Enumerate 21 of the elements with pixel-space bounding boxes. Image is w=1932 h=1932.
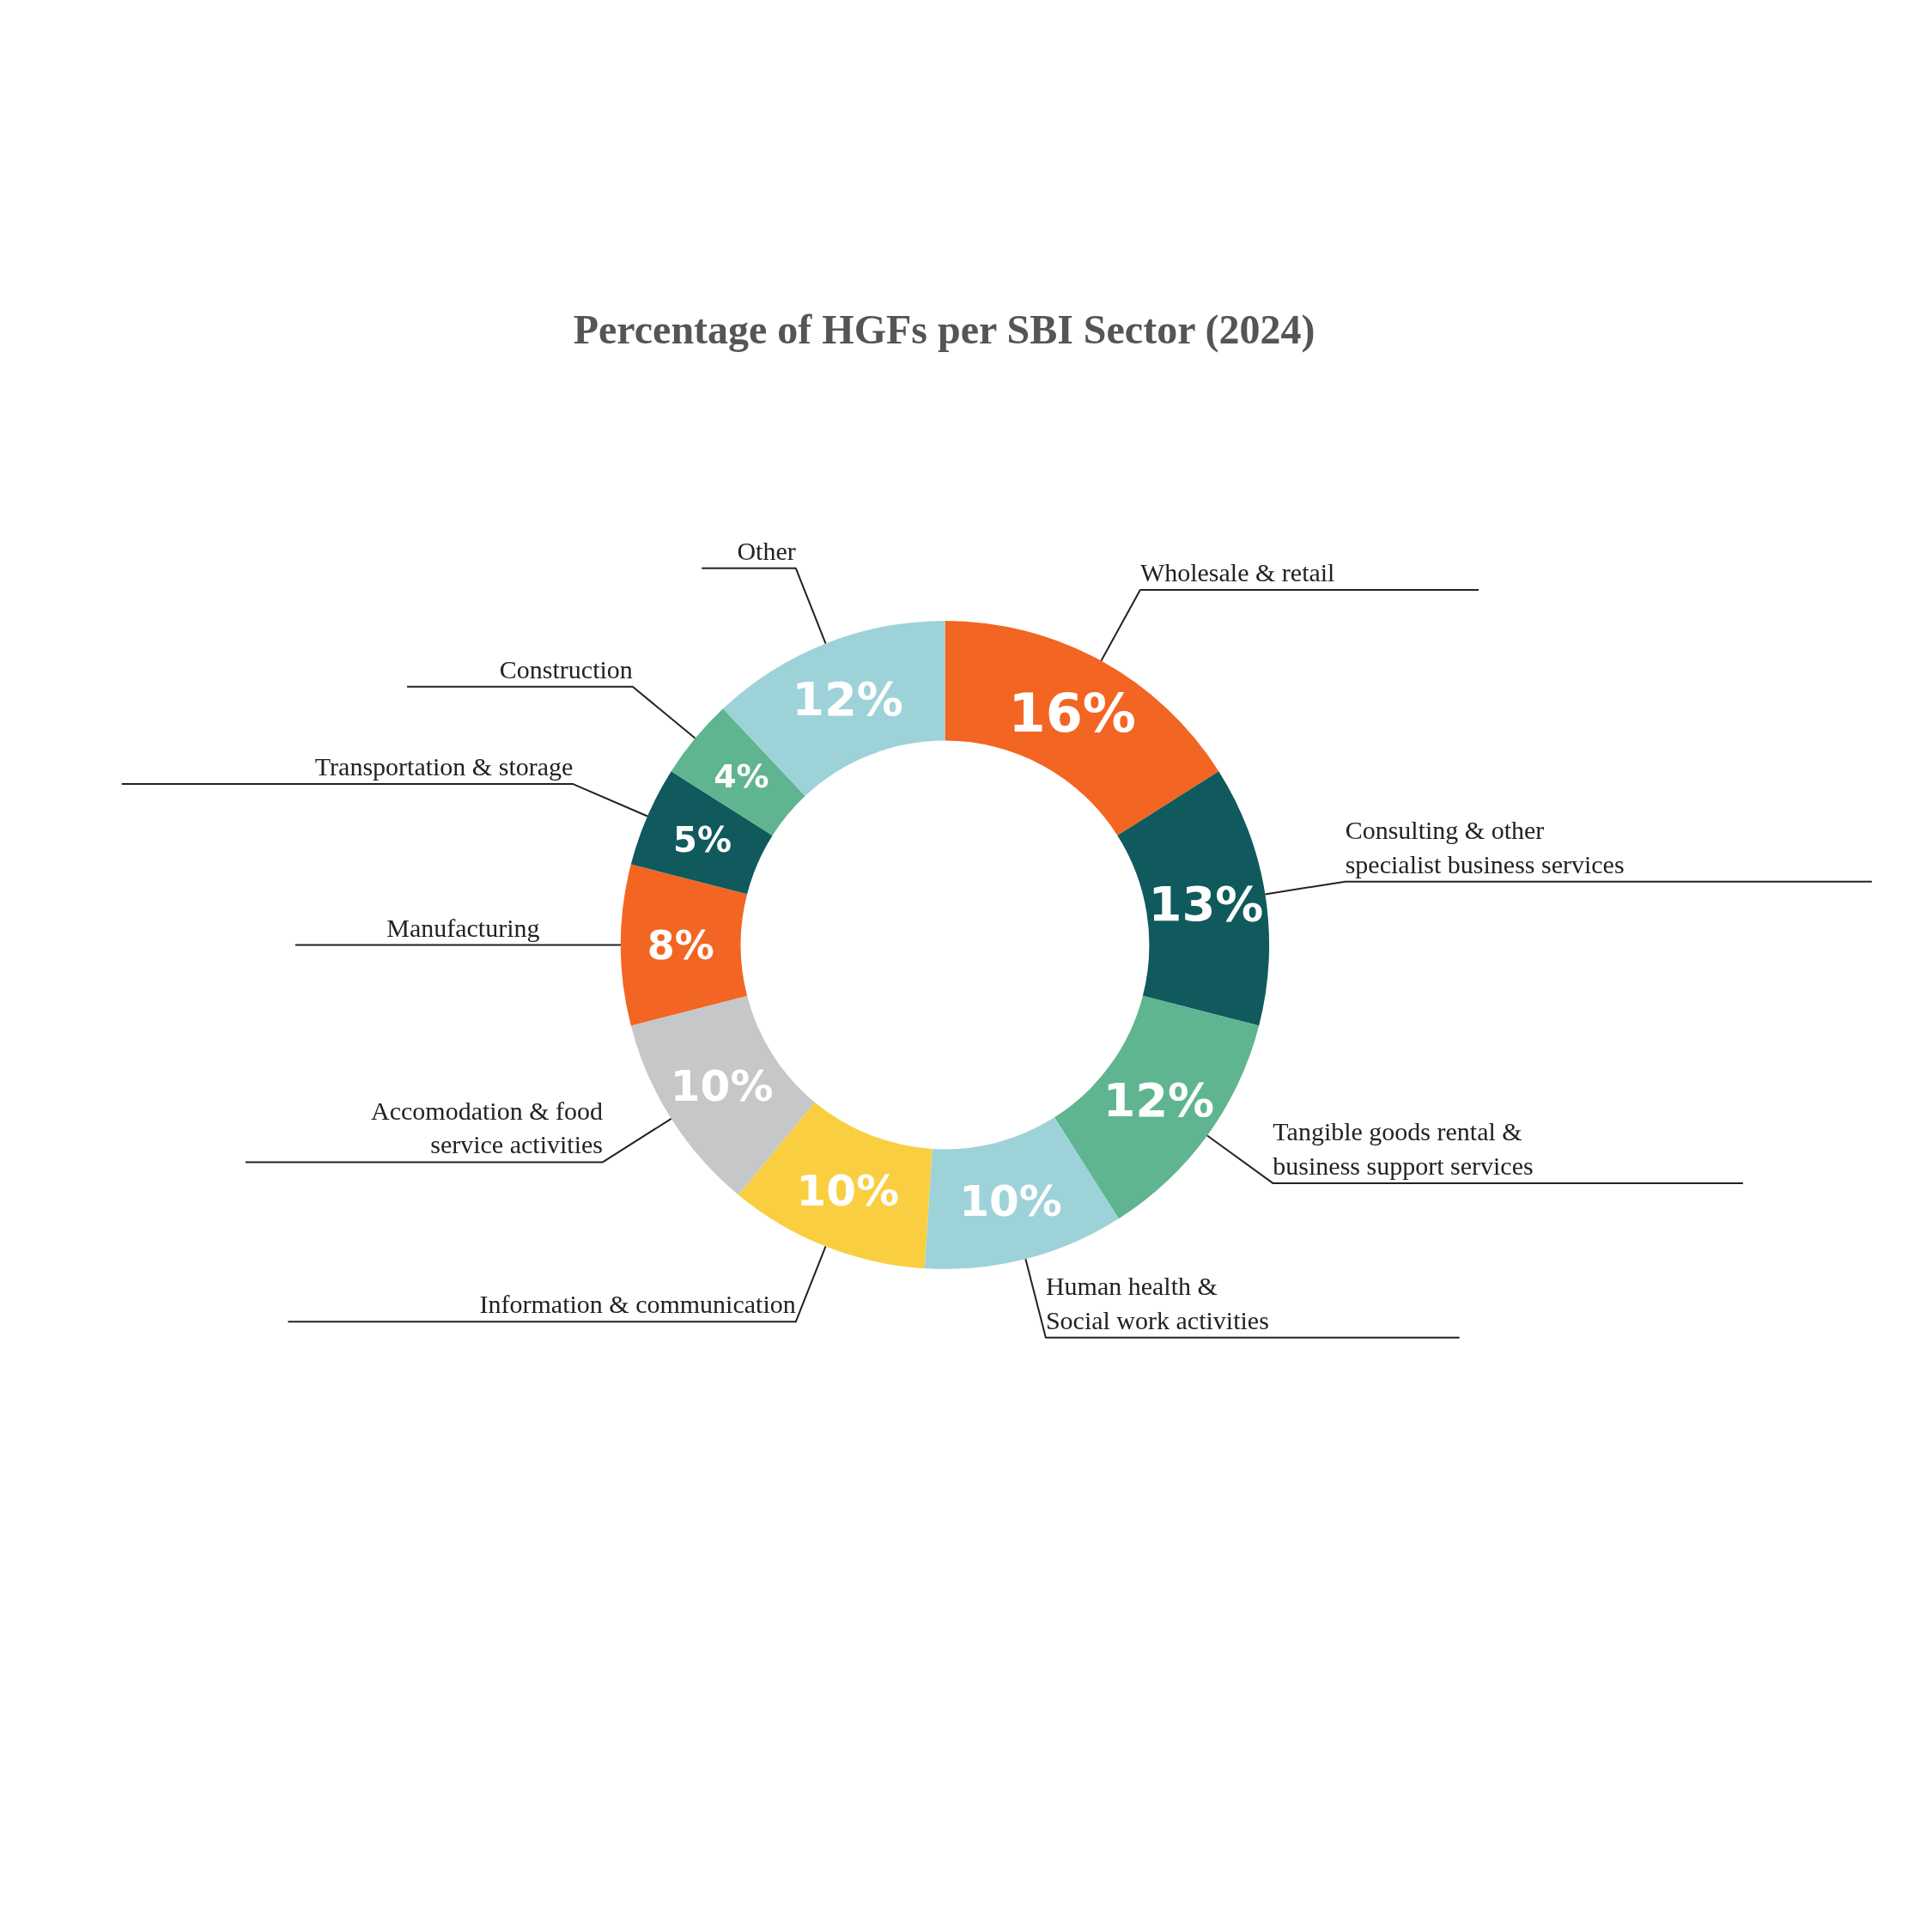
data-label: 16% bbox=[1008, 682, 1136, 745]
data-label: 10% bbox=[796, 1165, 900, 1216]
data-label: 12% bbox=[792, 671, 903, 726]
slice-label: Human health & Social work activities bbox=[1045, 1272, 1269, 1334]
slice-label: Accomodation & food service activities bbox=[371, 1096, 603, 1159]
slice-label: Information & communication bbox=[479, 1290, 796, 1319]
data-label: 10% bbox=[959, 1176, 1062, 1226]
data-label: 10% bbox=[670, 1061, 774, 1112]
chart-title: Percentage of HGFs per SBI Sector (2024) bbox=[573, 306, 1315, 353]
slice-label: Wholesale & retail bbox=[1139, 557, 1335, 586]
slice-label: Tangible goods rental & business support services bbox=[1273, 1117, 1534, 1180]
data-label: 4% bbox=[714, 757, 769, 796]
data-label: 8% bbox=[647, 921, 714, 969]
data-label: 13% bbox=[1148, 875, 1264, 932]
data-label: 5% bbox=[673, 820, 732, 860]
data-label: 12% bbox=[1103, 1072, 1215, 1127]
slice-label: Construction bbox=[499, 654, 633, 683]
slice-label: Transportation & storage bbox=[314, 752, 574, 781]
slice-label: Other bbox=[737, 536, 796, 565]
slice-label: Manufacturing bbox=[386, 913, 540, 942]
slice-label: Consulting & other specialist business services bbox=[1345, 816, 1625, 878]
